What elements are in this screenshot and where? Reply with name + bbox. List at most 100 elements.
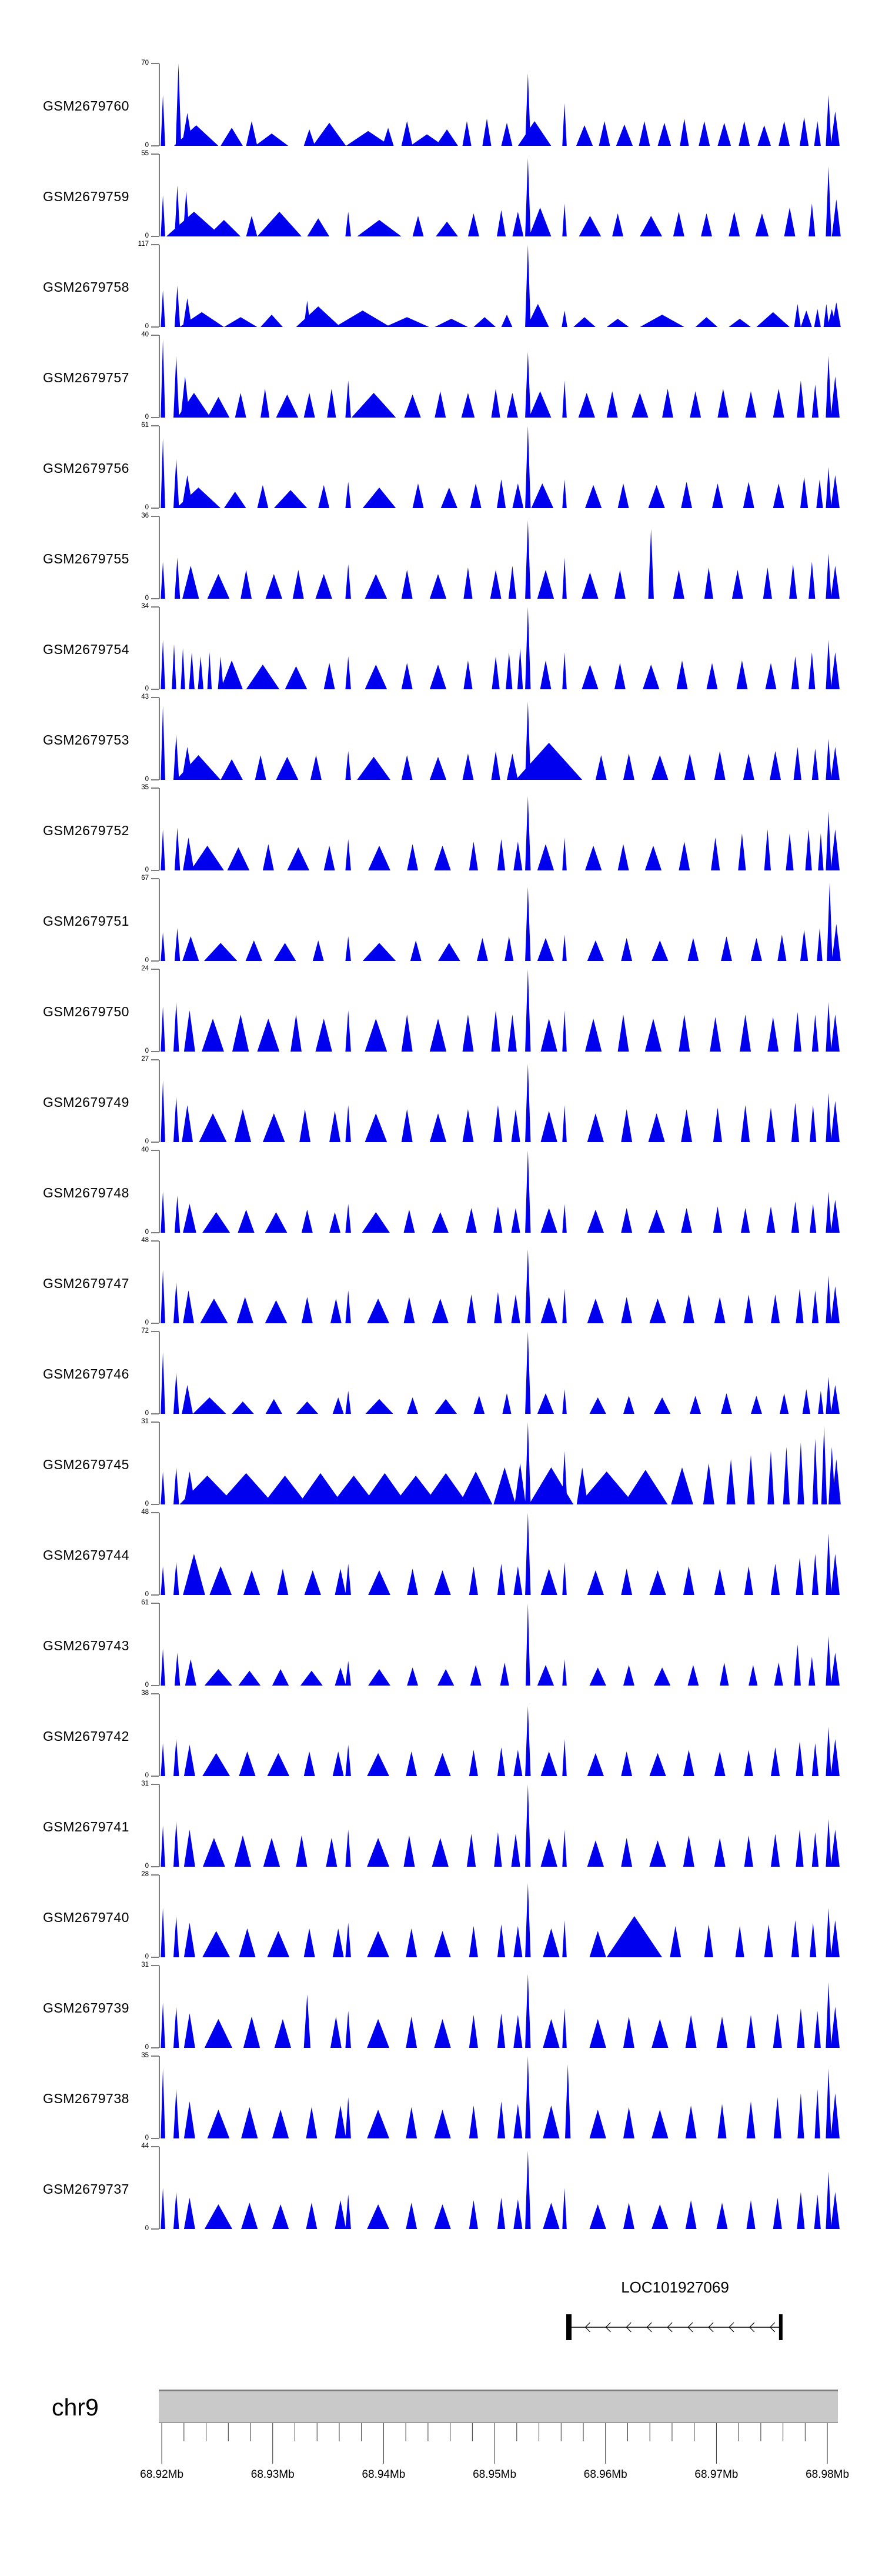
sample-label: GSM2679750 (43, 1004, 129, 1019)
y-axis-max-label: 48 (141, 1237, 149, 1244)
y-axis-zero-tick (151, 145, 159, 146)
gene-strand-arrow-icon (769, 2322, 776, 2333)
sample-label: GSM2679759 (43, 189, 129, 204)
y-axis-line (159, 1966, 160, 2048)
sample-label: GSM2679742 (43, 1729, 129, 1744)
y-axis-line (159, 1603, 160, 1686)
y-axis-top-tick (151, 1784, 159, 1785)
coverage-signal-area (160, 702, 840, 780)
sample-label: GSM2679739 (43, 2000, 129, 2016)
y-axis-zero-label: 0 (145, 504, 149, 511)
coverage-signal-area (160, 2056, 840, 2138)
coverage-signal-area (160, 426, 840, 508)
sample-label: GSM2679741 (43, 1819, 129, 1834)
y-axis-line (159, 1241, 160, 1323)
coverage-signal-area (160, 1249, 840, 1323)
coverage-track-row: GSM2679745 31 0 (0, 1418, 882, 1507)
y-axis-max-label: 28 (141, 1871, 149, 1878)
y-axis-line (159, 426, 160, 508)
y-axis-top-tick (151, 1240, 159, 1242)
y-axis-line (159, 154, 160, 236)
y-axis-zero-label: 0 (145, 1863, 149, 1870)
coverage-signal-area (160, 1422, 841, 1504)
coverage-track-row: GSM2679743 61 0 (0, 1599, 882, 1689)
y-axis-zero-label: 0 (145, 776, 149, 783)
coverage-track-row: GSM2679739 31 0 (0, 1961, 882, 2051)
y-axis-zero-tick (151, 1051, 159, 1052)
y-axis-top-tick (151, 2056, 159, 2057)
y-axis-zero-tick (151, 1594, 159, 1596)
y-axis-max-label: 36 (141, 512, 149, 519)
y-axis-zero-label: 0 (145, 1953, 149, 1960)
y-axis-zero-label: 0 (145, 323, 149, 330)
gene-strand-arrow-icon (646, 2322, 652, 2333)
y-axis-zero-tick (151, 1776, 159, 1777)
y-axis-line (159, 1694, 160, 1776)
coverage-signal-area (160, 969, 840, 1052)
y-axis-max-label: 61 (141, 1599, 149, 1606)
coverage-signal-area (160, 1603, 840, 1686)
gene-exon-left (566, 2314, 572, 2340)
sample-label: GSM2679737 (43, 2181, 129, 2197)
y-axis-max-label: 31 (141, 1961, 149, 1968)
y-axis-zero-tick (151, 2138, 159, 2139)
y-axis-zero-tick (151, 870, 159, 871)
sample-label: GSM2679760 (43, 98, 129, 114)
ruler-coordinate-label: 68.94Mb (362, 2468, 405, 2481)
y-axis-top-tick (151, 516, 159, 517)
chromosome-ideogram-bar (159, 2390, 838, 2423)
y-axis-max-label: 31 (141, 1780, 149, 1787)
y-axis-top-tick (151, 697, 159, 698)
y-axis-zero-tick (151, 1504, 159, 1505)
gene-strand-arrow-icon (584, 2322, 590, 2333)
y-axis-zero-label: 0 (145, 866, 149, 873)
y-axis-top-tick (151, 1150, 159, 1151)
y-axis-max-label: 55 (141, 150, 149, 157)
coverage-signal-area (160, 883, 841, 961)
y-axis-zero-tick (151, 960, 159, 962)
y-axis-zero-tick (151, 2228, 159, 2230)
sample-label: GSM2679756 (43, 461, 129, 476)
y-axis-top-tick (151, 1512, 159, 1513)
y-axis-line (159, 1060, 160, 1142)
sample-label: GSM2679745 (43, 1457, 129, 1472)
sample-label: GSM2679744 (43, 1547, 129, 1563)
gene-strand-arrow-icon (749, 2322, 755, 2333)
y-axis-max-label: 72 (141, 1327, 149, 1334)
y-axis-zero-label: 0 (145, 595, 149, 602)
coverage-signal-area (160, 1784, 840, 1867)
y-axis-line (159, 1784, 160, 1867)
coverage-signal-area (160, 1706, 840, 1776)
y-axis-top-tick (151, 878, 159, 879)
y-axis-top-tick (151, 1603, 159, 1604)
y-axis-max-label: 40 (141, 331, 149, 338)
y-axis-top-tick (151, 788, 159, 789)
y-axis-zero-tick (151, 417, 159, 418)
coverage-track-row: GSM2679755 36 0 (0, 512, 882, 602)
y-axis-line (159, 1875, 160, 1957)
y-axis-line (159, 245, 160, 327)
coverage-track-row: GSM2679741 31 0 (0, 1780, 882, 1870)
y-axis-zero-label: 0 (145, 2044, 149, 2051)
y-axis-line (159, 788, 160, 870)
y-axis-max-label: 40 (141, 1146, 149, 1153)
coverage-signal-area (160, 796, 840, 870)
y-axis-top-tick (151, 2146, 159, 2147)
y-axis-max-label: 61 (141, 422, 149, 429)
coverage-signal-area (160, 2151, 840, 2229)
y-axis-zero-label: 0 (145, 142, 149, 149)
y-axis-line (159, 1422, 160, 1504)
ruler-coordinate-label: 68.93Mb (251, 2468, 295, 2481)
y-axis-zero-label: 0 (145, 1591, 149, 1598)
y-axis-zero-tick (151, 236, 159, 237)
sample-label: GSM2679749 (43, 1095, 129, 1110)
y-axis-top-tick (151, 63, 159, 64)
y-axis-zero-label: 0 (145, 413, 149, 421)
y-axis-max-label: 27 (141, 1056, 149, 1063)
y-axis-max-label: 67 (141, 875, 149, 882)
y-axis-zero-tick (151, 1413, 159, 1414)
y-axis-line (159, 64, 160, 146)
coverage-track-row: GSM2679754 34 0 (0, 603, 882, 692)
y-axis-top-tick (151, 1422, 159, 1423)
coverage-track-row: GSM2679750 24 0 (0, 965, 882, 1055)
